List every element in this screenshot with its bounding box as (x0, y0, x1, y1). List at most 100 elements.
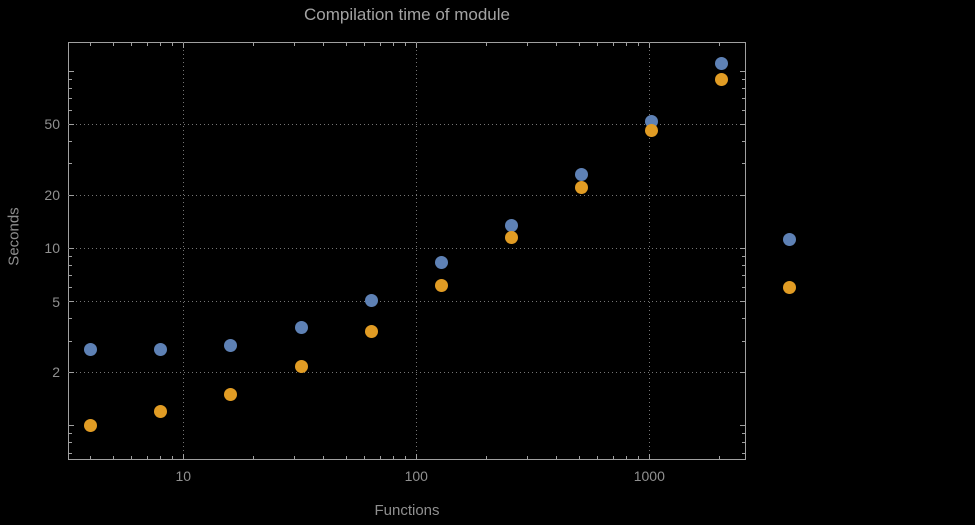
x-tick-mark (638, 43, 640, 46)
x-tick-mark (323, 456, 325, 459)
y-gridline (68, 123, 746, 125)
x-tick-mark (252, 43, 254, 46)
y-tick-mark (69, 194, 74, 196)
plot-frame (68, 42, 746, 460)
x-tick-mark (626, 456, 628, 459)
x-tick-mark (146, 456, 148, 459)
data-point-series-1 (224, 338, 238, 352)
x-tick-label: 10 (175, 468, 192, 484)
x-tick-mark (578, 43, 580, 46)
x-tick-mark (405, 43, 407, 46)
data-point-series-2 (575, 181, 589, 195)
data-point-series-1 (294, 320, 308, 334)
x-tick-mark (90, 43, 92, 46)
y-tick-mark (740, 301, 745, 303)
x-tick-mark (485, 456, 487, 459)
x-tick-mark (345, 43, 347, 46)
data-point-series-2 (715, 72, 729, 86)
y-tick-mark (69, 275, 72, 277)
y-tick-mark (69, 98, 72, 100)
data-point-series-1 (715, 57, 729, 71)
y-gridline (68, 194, 746, 196)
x-tick-mark (293, 43, 295, 46)
data-point-series-2 (154, 405, 168, 419)
x-gridline (182, 42, 184, 460)
y-tick-mark (742, 141, 745, 143)
y-tick-mark (69, 301, 74, 303)
x-tick-mark (485, 43, 487, 46)
x-tick-mark (182, 454, 184, 459)
x-tick-mark (393, 456, 395, 459)
x-tick-mark (252, 456, 254, 459)
y-tick-mark (742, 433, 745, 435)
y-tick-mark (742, 287, 745, 289)
x-tick-mark (364, 456, 366, 459)
x-tick-mark (612, 456, 614, 459)
x-tick-mark (112, 43, 114, 46)
y-tick-mark (69, 70, 74, 72)
data-point-series-1 (575, 168, 589, 182)
x-tick-mark (415, 454, 417, 459)
data-point-series-1 (364, 293, 378, 307)
x-tick-mark (415, 43, 417, 48)
x-tick-mark (556, 456, 558, 459)
data-point-series-2 (364, 324, 378, 338)
x-tick-label: 100 (404, 468, 428, 484)
x-tick-mark (172, 43, 174, 46)
y-tick-label: 20 (44, 187, 60, 204)
x-gridline (648, 42, 650, 460)
data-point-series-2 (645, 124, 659, 138)
y-tick-mark (742, 318, 745, 320)
y-tick-mark (742, 98, 745, 100)
x-tick-mark (526, 43, 528, 46)
x-tick-mark (112, 456, 114, 459)
y-tick-mark (69, 123, 74, 125)
x-tick-mark (597, 43, 599, 46)
y-tick-mark (69, 318, 72, 320)
x-axis-label: Functions (374, 502, 440, 519)
x-tick-mark (638, 456, 640, 459)
y-tick-mark (740, 425, 745, 427)
x-tick-mark (556, 43, 558, 46)
x-tick-mark (597, 456, 599, 459)
y-tick-mark (69, 433, 72, 435)
y-tick-mark (69, 247, 74, 249)
y-tick-mark (69, 78, 72, 80)
data-point-series-2 (294, 360, 308, 374)
x-tick-mark (364, 43, 366, 46)
y-tick-label: 50 (44, 116, 60, 133)
legend-marker-1 (783, 233, 796, 246)
data-point-series-2 (434, 278, 448, 292)
x-tick-mark (131, 456, 133, 459)
data-point-series-2 (224, 387, 238, 401)
y-tick-mark (742, 340, 745, 342)
data-point-series-2 (84, 419, 98, 433)
x-tick-label: 1000 (633, 468, 665, 484)
chart-title: Compilation time of module (304, 5, 510, 24)
x-tick-mark (626, 43, 628, 46)
y-tick-mark (69, 442, 72, 444)
x-tick-mark (393, 43, 395, 46)
legend-marker-2 (783, 281, 796, 294)
x-tick-mark (379, 456, 381, 459)
y-tick-mark (740, 371, 745, 373)
data-point-series-1 (84, 342, 98, 356)
y-tick-mark (69, 287, 72, 289)
data-point-series-1 (434, 256, 448, 270)
legend (783, 233, 796, 329)
y-tick-mark (740, 70, 745, 72)
y-tick-mark (69, 87, 72, 89)
x-tick-mark (90, 456, 92, 459)
y-gridline (68, 247, 746, 249)
y-tick-mark (69, 109, 72, 111)
x-tick-mark (146, 43, 148, 46)
x-tick-mark (718, 456, 720, 459)
y-tick-mark (742, 255, 745, 257)
y-tick-mark (742, 78, 745, 80)
y-tick-mark (69, 255, 72, 257)
y-tick-mark (742, 442, 745, 444)
x-tick-mark (612, 43, 614, 46)
y-tick-mark (69, 425, 74, 427)
x-tick-mark (526, 456, 528, 459)
x-tick-mark (648, 454, 650, 459)
